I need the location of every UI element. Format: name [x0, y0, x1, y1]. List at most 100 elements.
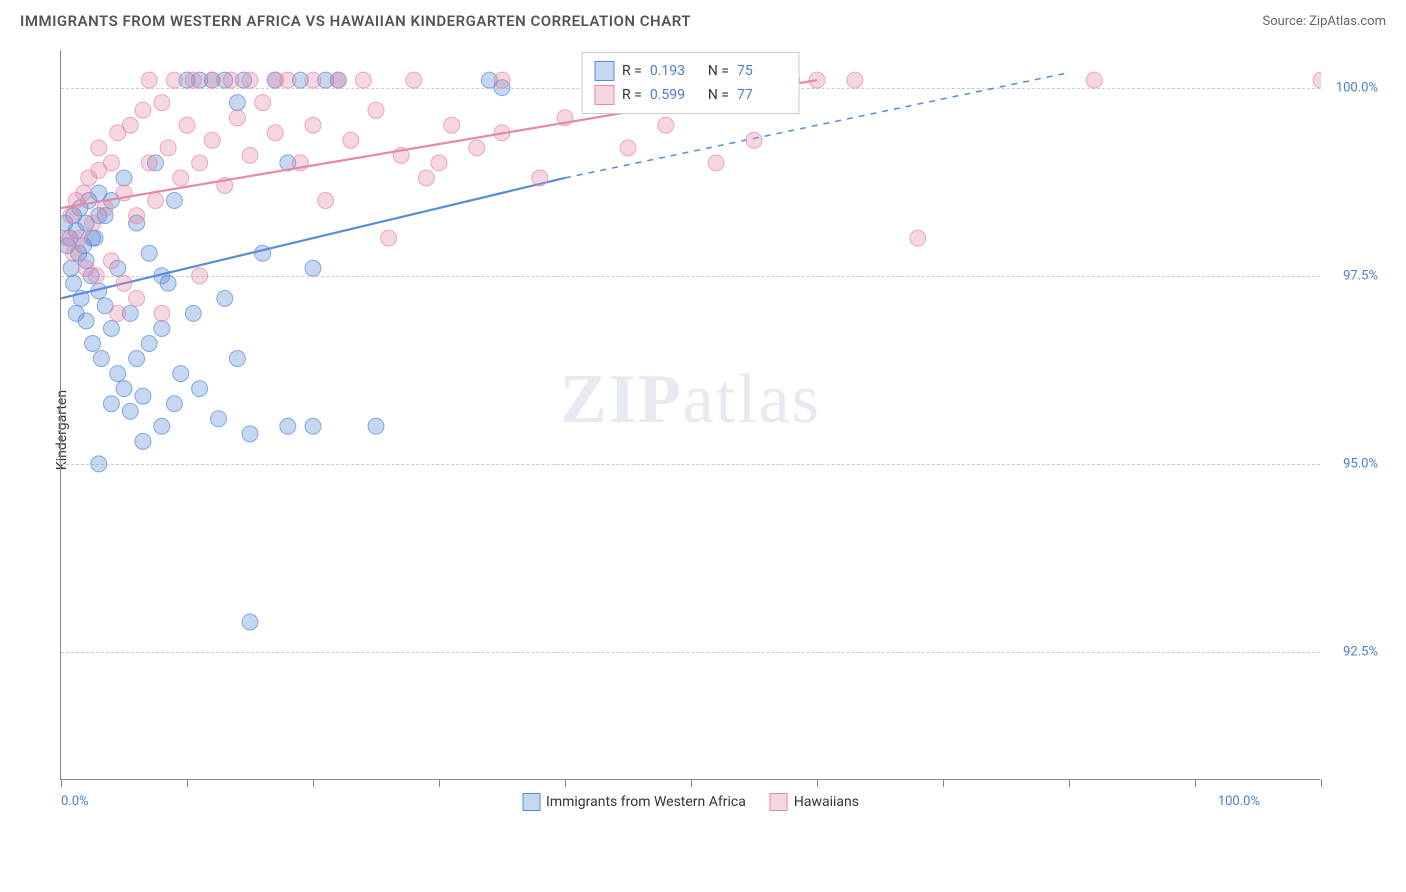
scatter-point: [110, 305, 126, 321]
scatter-point: [154, 320, 170, 336]
scatter-point: [418, 170, 434, 186]
scatter-point: [746, 132, 762, 148]
scatter-point: [166, 193, 182, 209]
scatter-point: [330, 72, 346, 88]
scatter-point: [185, 305, 201, 321]
scatter-point: [85, 336, 101, 352]
legend-label-0: Immigrants from Western Africa: [546, 794, 746, 810]
scatter-point: [192, 381, 208, 397]
scatter-point: [1086, 72, 1102, 88]
stat-swatch-0: [594, 61, 614, 81]
scatter-point: [63, 208, 79, 224]
scatter-point: [192, 155, 208, 171]
scatter-point: [110, 366, 126, 382]
scatter-point: [185, 72, 201, 88]
scatter-point: [229, 110, 245, 126]
stat-n-value-0: 75: [737, 63, 787, 79]
chart-source: Source: ZipAtlas.com: [1262, 14, 1386, 29]
scatter-point: [847, 72, 863, 88]
x-tick: [187, 779, 188, 787]
scatter-point: [620, 140, 636, 156]
legend-item-0: Immigrants from Western Africa: [522, 793, 746, 811]
y-tick-label: 100.0%: [1336, 80, 1378, 95]
scatter-point: [91, 456, 107, 472]
x-tick: [61, 779, 62, 787]
scatter-point: [229, 95, 245, 111]
scatter-point: [255, 95, 271, 111]
scatter-point: [305, 72, 321, 88]
scatter-point: [368, 418, 384, 434]
scatter-point: [658, 117, 674, 133]
scatter-point: [141, 245, 157, 261]
legend-swatch-1: [770, 793, 788, 811]
scatter-point: [103, 253, 119, 269]
scatter-point: [343, 132, 359, 148]
stat-row-series-1: R = 0.599 N = 77: [594, 83, 787, 107]
scatter-point: [708, 155, 724, 171]
x-tick: [691, 779, 692, 787]
scatter-point: [135, 433, 151, 449]
x-axis-min-label: 0.0%: [61, 794, 89, 809]
scatter-point: [532, 170, 548, 186]
scatter-point: [242, 147, 258, 163]
scatter-point: [154, 95, 170, 111]
x-axis-max-label: 100.0%: [1218, 794, 1260, 809]
scatter-point: [154, 305, 170, 321]
x-tick: [817, 779, 818, 787]
stat-n-label-0: N =: [708, 63, 729, 79]
x-tick: [943, 779, 944, 787]
legend-swatch-0: [522, 793, 540, 811]
scatter-point: [116, 275, 132, 291]
scatter-point: [116, 381, 132, 397]
scatter-point: [93, 351, 109, 367]
scatter-point: [204, 132, 220, 148]
stat-swatch-1: [594, 85, 614, 105]
scatter-point: [141, 72, 157, 88]
scatter-point: [267, 125, 283, 141]
legend-label-1: Hawaiians: [794, 794, 859, 810]
scatter-point: [255, 245, 271, 261]
scatter-point: [1313, 72, 1321, 88]
scatter-point: [141, 155, 157, 171]
y-tick-label: 92.5%: [1343, 645, 1378, 660]
scatter-point: [431, 155, 447, 171]
stat-r-value-1: 0.599: [650, 87, 700, 103]
scatter-point: [305, 260, 321, 276]
x-tick: [1069, 779, 1070, 787]
scatter-point: [204, 72, 220, 88]
scatter-point: [242, 614, 258, 630]
scatter-point: [154, 418, 170, 434]
scatter-point: [173, 366, 189, 382]
scatter-point: [280, 418, 296, 434]
scatter-point: [122, 403, 138, 419]
scatter-point: [355, 72, 371, 88]
scatter-point: [76, 185, 92, 201]
scatter-point: [368, 102, 384, 118]
stat-r-label-0: R =: [622, 63, 642, 79]
scatter-point: [141, 336, 157, 352]
scatter-point: [229, 351, 245, 367]
scatter-point: [129, 290, 145, 306]
scatter-point: [305, 117, 321, 133]
scatter-point: [122, 117, 138, 133]
scatter-point: [318, 193, 334, 209]
scatter-point: [135, 102, 151, 118]
scatter-point: [103, 155, 119, 171]
scatter-point: [173, 170, 189, 186]
y-tick-label: 97.5%: [1343, 268, 1378, 283]
scatter-point: [444, 117, 460, 133]
scatter-point: [103, 320, 119, 336]
scatter-point: [129, 208, 145, 224]
scatter-point: [129, 351, 145, 367]
y-tick-label: 95.0%: [1343, 456, 1378, 471]
scatter-point: [179, 117, 195, 133]
scatter-point: [242, 426, 258, 442]
scatter-point: [103, 396, 119, 412]
x-tick: [439, 779, 440, 787]
stat-r-value-0: 0.193: [650, 63, 700, 79]
x-tick: [313, 779, 314, 787]
scatter-point: [66, 245, 82, 261]
scatter-point: [406, 72, 422, 88]
stat-row-series-0: R = 0.193 N = 75: [594, 59, 787, 83]
scatter-point: [217, 290, 233, 306]
